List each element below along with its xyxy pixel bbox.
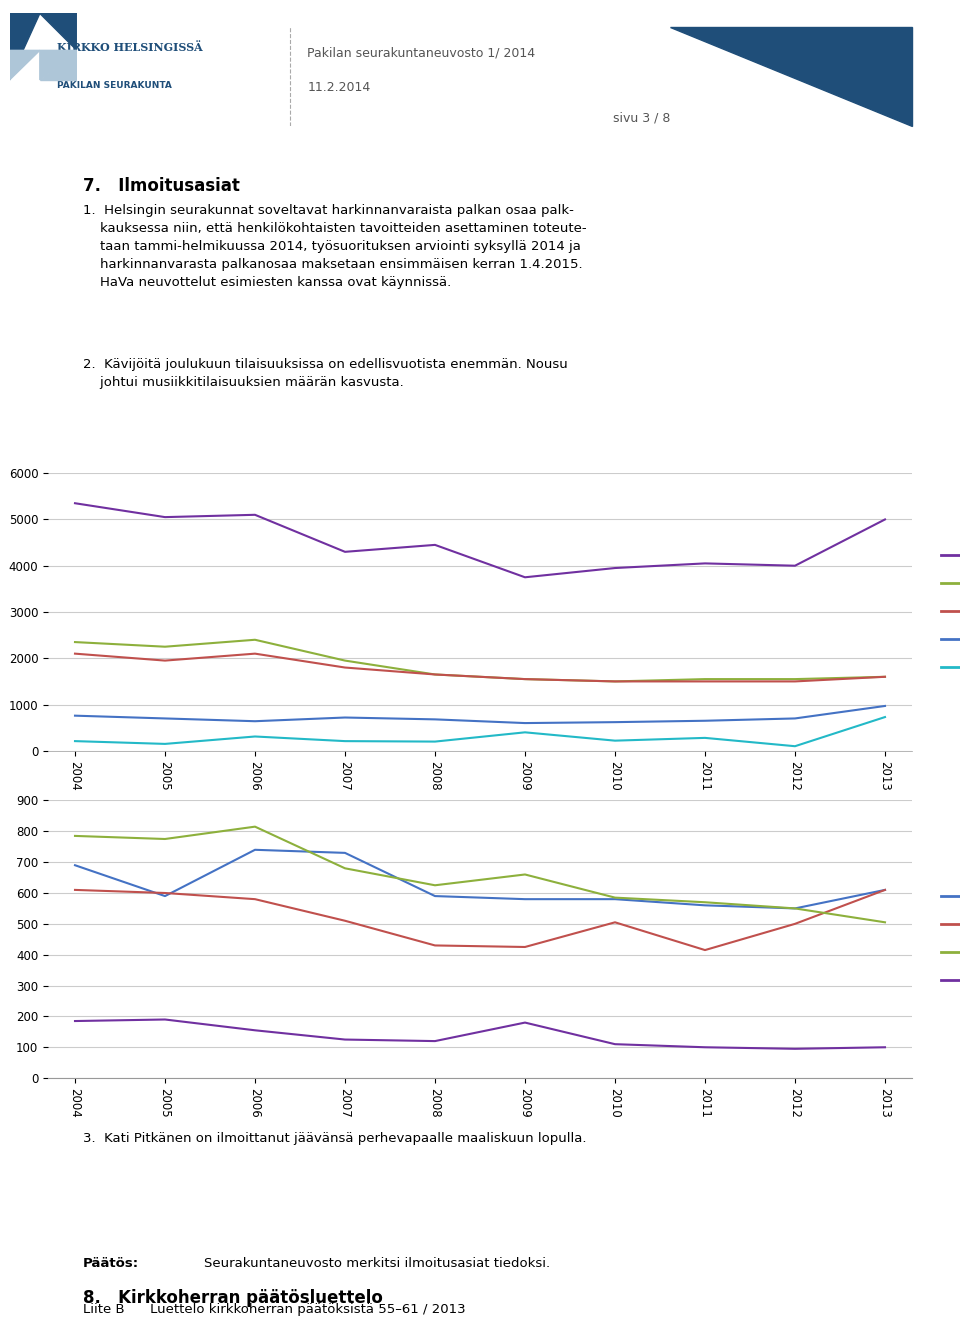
- Text: Liite B      Luettelo kirkkoherran päätöksistä 55–61 / 2013: Liite B Luettelo kirkkoherran päätöksist…: [83, 1303, 466, 1316]
- Text: Päätös:: Päätös:: [83, 1257, 138, 1269]
- Polygon shape: [40, 13, 77, 50]
- Text: Pakilan seurakuntaneuvosto 1/ 2014: Pakilan seurakuntaneuvosto 1/ 2014: [307, 47, 536, 59]
- Polygon shape: [10, 50, 40, 79]
- Polygon shape: [40, 50, 77, 79]
- Text: Seurakuntaneuvosto merkitsi ilmoitusasiat tiedoksi.: Seurakuntaneuvosto merkitsi ilmoitusasia…: [204, 1257, 550, 1269]
- Text: 7.   Ilmoitusasiat: 7. Ilmoitusasiat: [83, 177, 239, 195]
- Polygon shape: [670, 27, 912, 126]
- Text: KIRKKO HELSINGISSÄ: KIRKKO HELSINGISSÄ: [57, 42, 203, 52]
- Legend: jouluaatto 14, jouluaatto 16, jouluyö 23, joulukirkko: jouluaatto 14, jouluaatto 16, jouluyö 23…: [936, 886, 960, 992]
- Text: 1.  Helsingin seurakunnat soveltavat harkinnanvaraista palkan osaa palk-
    kau: 1. Helsingin seurakunnat soveltavat hark…: [83, 204, 587, 289]
- Polygon shape: [40, 50, 77, 79]
- Text: 3.  Kati Pitkänen on ilmoittanut jäävänsä perhevapaalle maaliskuun lopulla.: 3. Kati Pitkänen on ilmoittanut jäävänsä…: [83, 1132, 586, 1144]
- Text: 11.2.2014: 11.2.2014: [307, 82, 371, 94]
- Text: 8.   Kirkkoherran päätösluettelo: 8. Kirkkoherran päätösluettelo: [83, 1289, 382, 1307]
- Legend: Joulukuun kävijät, Jouluaatto, Jouluaatto HPk, kauneimmat joululaulut, joulukons: Joulukuun kävijät, Jouluaatto, Jouluaatt…: [936, 544, 960, 680]
- Polygon shape: [10, 13, 40, 79]
- Text: sivu 3 / 8: sivu 3 / 8: [612, 111, 670, 124]
- Text: PAKILAN SEURAKUNTA: PAKILAN SEURAKUNTA: [57, 82, 172, 90]
- Text: 2.  Kävijöitä joulukuun tilaisuuksissa on edellisvuotista enemmän. Nousu
    joh: 2. Kävijöitä joulukuun tilaisuuksissa on…: [83, 357, 567, 388]
